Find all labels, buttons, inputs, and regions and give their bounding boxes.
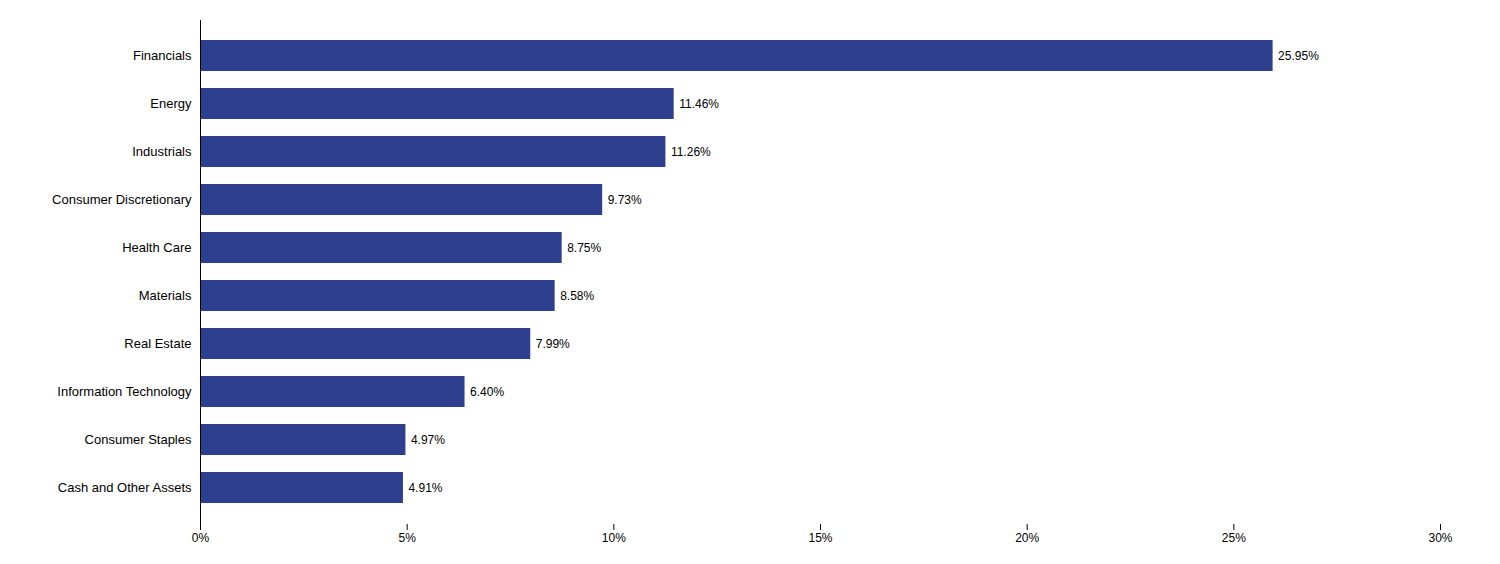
svg-text:15%: 15%: [808, 531, 832, 545]
svg-text:4.97%: 4.97%: [411, 433, 445, 447]
svg-text:9.73%: 9.73%: [608, 193, 642, 207]
svg-text:11.26%: 11.26%: [671, 145, 711, 159]
svg-text:8.58%: 8.58%: [560, 289, 594, 303]
svg-text:8.75%: 8.75%: [567, 241, 601, 255]
svg-text:Cash and Other Assets: Cash and Other Assets: [58, 480, 192, 495]
svg-text:Consumer Staples: Consumer Staples: [85, 432, 192, 447]
svg-text:10%: 10%: [602, 531, 626, 545]
svg-text:Health Care: Health Care: [122, 240, 191, 255]
svg-text:11.46%: 11.46%: [679, 97, 719, 111]
svg-text:30%: 30%: [1428, 531, 1452, 545]
svg-text:Consumer Discretionary: Consumer Discretionary: [52, 192, 192, 207]
svg-text:Energy: Energy: [150, 96, 192, 111]
svg-text:5%: 5%: [398, 531, 416, 545]
svg-text:Financials: Financials: [133, 48, 192, 63]
svg-text:4.91%: 4.91%: [408, 481, 442, 495]
svg-text:7.99%: 7.99%: [536, 337, 570, 351]
svg-text:Materials: Materials: [139, 288, 192, 303]
svg-text:20%: 20%: [1015, 531, 1039, 545]
svg-text:Industrials: Industrials: [132, 144, 192, 159]
svg-text:25%: 25%: [1222, 531, 1246, 545]
svg-text:0%: 0%: [192, 531, 210, 545]
svg-text:6.40%: 6.40%: [470, 385, 504, 399]
svg-text:Real Estate: Real Estate: [124, 336, 191, 351]
svg-text:Information Technology: Information Technology: [57, 384, 192, 399]
svg-text:25.95%: 25.95%: [1278, 49, 1319, 63]
